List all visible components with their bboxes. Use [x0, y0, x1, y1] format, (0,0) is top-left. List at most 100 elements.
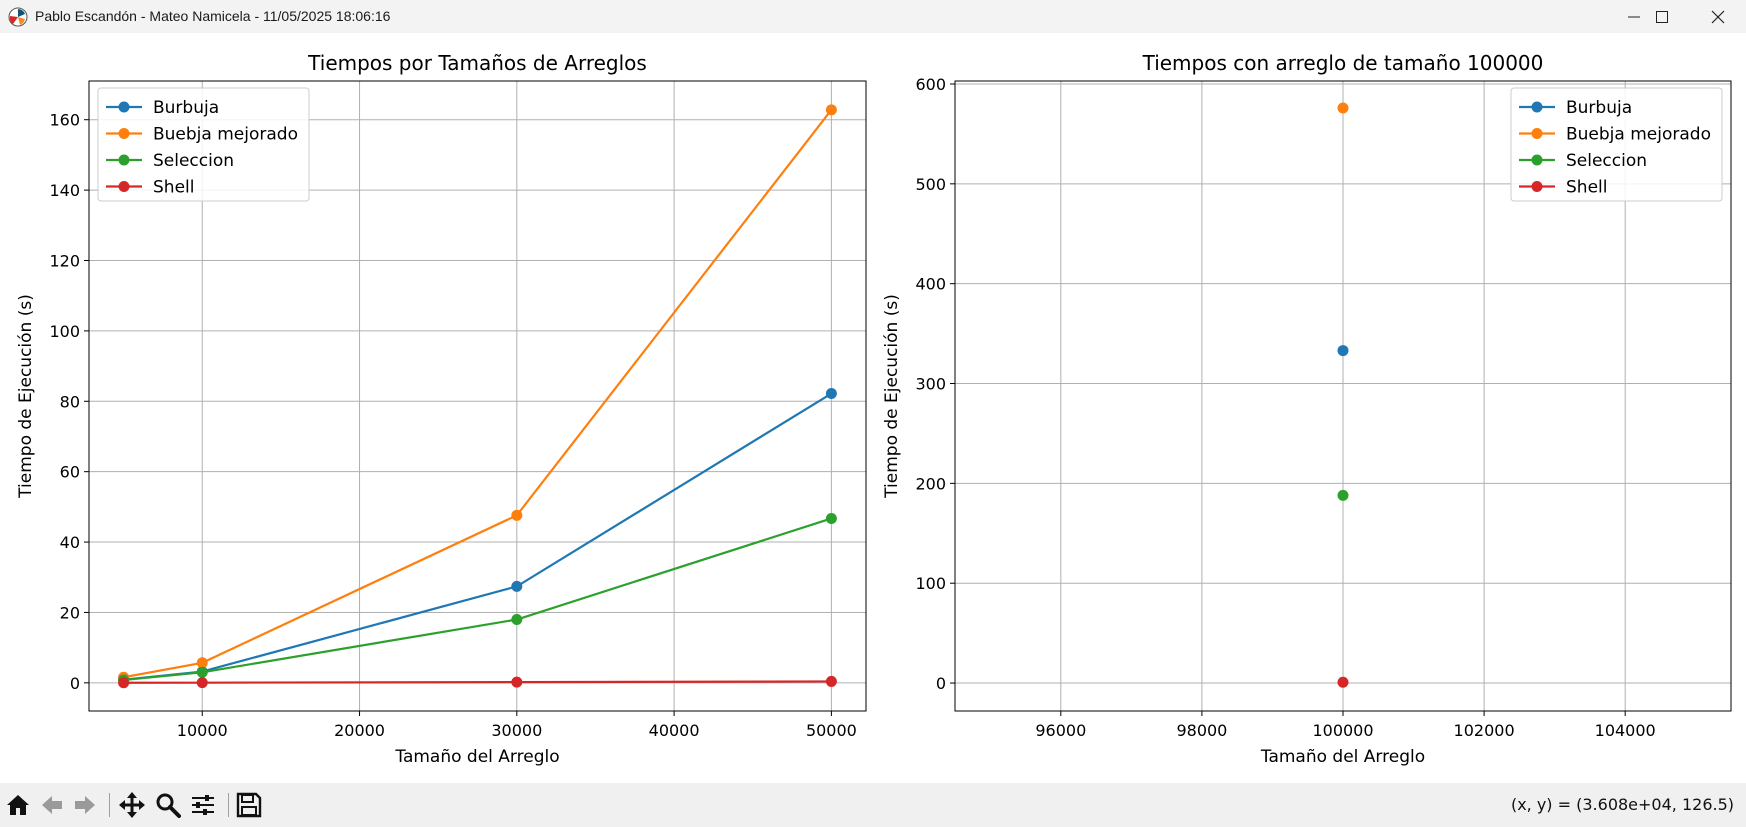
x-tick-label: 10000 — [177, 721, 228, 740]
legend-marker — [1531, 154, 1543, 166]
minimize-icon — [1628, 16, 1640, 17]
y-tick-label: 200 — [915, 474, 946, 493]
x-tick-label: 96000 — [1035, 721, 1086, 740]
zoom-magnifier-icon — [156, 793, 181, 818]
series-line-seleccion — [123, 517, 832, 682]
chart-title: Tiempos por Tamaños de Arreglos — [307, 51, 647, 75]
window-titlebar: Pablo Escandón - Mateo Namicela - 11/05/… — [0, 0, 1746, 33]
home-button[interactable] — [3, 790, 33, 820]
y-tick-label: 40 — [60, 533, 80, 552]
legend-marker — [118, 128, 130, 139]
legend-marker — [1531, 181, 1543, 192]
close-button[interactable] — [1690, 0, 1746, 33]
data-point-buebja-mejorado — [511, 509, 523, 521]
data-point-seleccion — [511, 613, 523, 625]
y-tick-label: 20 — [60, 603, 80, 622]
data-point-buebja-mejorado — [196, 657, 208, 669]
figure-svg: 10000 20000 30000 40000 50000 0 20 40 60 80 100 120… — [16, 51, 1732, 767]
data-point-buebja-mejorado — [1337, 102, 1349, 114]
data-point-seleccion — [825, 512, 837, 524]
back-arrow-icon — [42, 796, 62, 814]
data-point-burbuja — [825, 388, 837, 400]
maximize-icon — [1656, 10, 1668, 23]
y-tick-label: 400 — [915, 275, 946, 294]
chart-title: Tiempos con arreglo de tamaño 100000 — [1142, 51, 1544, 75]
y-tick-label: 120 — [49, 251, 80, 270]
y-tick-label: 500 — [915, 175, 946, 194]
axes-frame — [88, 80, 867, 712]
legend-label: Burbuja — [153, 98, 219, 118]
x-tick-label: 30000 — [491, 721, 542, 740]
legend-label: Shell — [1566, 178, 1607, 198]
y-tick-label: 60 — [60, 463, 80, 482]
pan-button[interactable] — [117, 790, 147, 820]
forward-arrow-icon — [75, 796, 95, 814]
legend-marker — [1531, 101, 1543, 113]
legend-label: Burbuja — [1566, 98, 1632, 118]
series-line-shell — [123, 680, 832, 684]
x-tick-label: 50000 — [806, 721, 857, 740]
toolbar-separator — [228, 793, 229, 817]
legend: Burbuja Buebja mejorado Seleccion Shell — [1510, 87, 1723, 202]
configure-subplots-icon — [192, 795, 214, 815]
minimize-button[interactable] — [1606, 0, 1662, 33]
maximize-button[interactable] — [1634, 0, 1690, 33]
figure-canvas[interactable]: 10000 20000 30000 40000 50000 0 20 40 60 80 100 120… — [0, 33, 1746, 783]
x-axis-label: Tamaño del Arreglo — [1260, 747, 1425, 767]
legend-box — [97, 87, 310, 202]
legend-label: Seleccion — [153, 151, 234, 171]
data-point-shell — [1337, 676, 1349, 688]
x-tick-label: 100000 — [1312, 721, 1373, 740]
chart-2: 96000 98000 100000 102000 104000 0 100 200 300 40… — [882, 51, 1732, 767]
chart-1: 10000 20000 30000 40000 50000 0 20 40 60 80 100 120… — [16, 51, 867, 767]
y-tick-label: 0 — [70, 674, 80, 693]
y-tick-label: 140 — [49, 181, 80, 200]
close-icon — [1711, 10, 1725, 23]
data-point-shell — [118, 677, 130, 689]
save-disk-icon — [236, 792, 262, 818]
save-button[interactable] — [234, 790, 264, 820]
data-point-shell — [196, 677, 208, 689]
y-axis-label: Tiempo de Ejecución (s) — [16, 294, 36, 499]
legend-marker — [118, 101, 130, 113]
toolbar-separator — [109, 793, 110, 817]
axes-frame — [954, 80, 1732, 712]
x-tick-label: 40000 — [649, 721, 700, 740]
home-icon — [7, 795, 29, 815]
data-point-seleccion — [1337, 489, 1349, 501]
y-tick-label: 100 — [915, 574, 946, 593]
navigation-toolbar: (x, y) = (3.608e+04, 126.5) — [0, 783, 1746, 827]
data-point-buebja-mejorado — [825, 104, 837, 116]
legend-marker — [118, 181, 130, 192]
series-line-burbuja — [123, 392, 832, 681]
series-line-buebja-mejorado — [123, 109, 833, 679]
window-title: Pablo Escandón - Mateo Namicela - 11/05/… — [35, 8, 391, 24]
legend-marker — [118, 154, 130, 166]
data-point-shell — [825, 675, 837, 687]
x-tick-label: 98000 — [1176, 721, 1227, 740]
data-point-burbuja — [511, 580, 523, 592]
x-tick-label: 104000 — [1595, 721, 1656, 740]
legend-label: Seleccion — [1566, 151, 1647, 171]
pan-move-icon — [119, 792, 145, 818]
y-tick-label: 600 — [915, 75, 946, 94]
legend-box — [1510, 87, 1723, 202]
configure-subplots-button[interactable] — [188, 790, 218, 820]
cursor-coordinates: (x, y) = (3.608e+04, 126.5) — [1510, 795, 1734, 814]
data-point-burbuja — [1337, 345, 1349, 357]
legend-label: Buebja mejorado — [153, 125, 298, 145]
y-tick-label: 160 — [49, 111, 80, 130]
x-tick-label: 102000 — [1454, 721, 1515, 740]
y-tick-label: 80 — [60, 392, 80, 411]
zoom-button[interactable] — [153, 790, 183, 820]
legend-label: Shell — [153, 178, 194, 198]
x-axis-label: Tamaño del Arreglo — [394, 747, 559, 767]
y-tick-label: 100 — [49, 322, 80, 341]
back-button[interactable] — [37, 790, 67, 820]
matplotlib-figure-icon — [8, 7, 28, 27]
forward-button[interactable] — [70, 790, 100, 820]
data-point-seleccion — [196, 666, 208, 678]
y-tick-label: 300 — [915, 375, 946, 394]
legend-label: Buebja mejorado — [1566, 125, 1711, 145]
legend: Burbuja Buebja mejorado Seleccion Shell — [97, 87, 310, 202]
